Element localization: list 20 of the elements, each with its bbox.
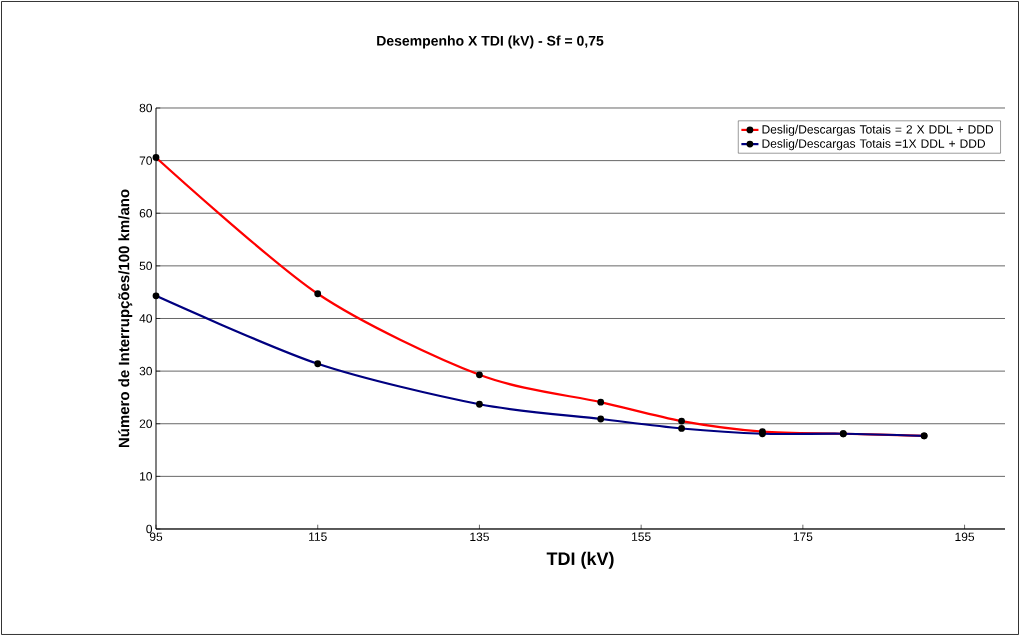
- x-tick-label: 155: [632, 532, 651, 541]
- y-tick-label: 70: [139, 156, 153, 165]
- legend-label: Deslig/Descargas Totais = 2 X DDL + DDD: [762, 124, 994, 137]
- y-tick-label: 0: [146, 524, 153, 534]
- y-tick-label: 50: [139, 261, 153, 271]
- y-tick-label: 10: [140, 472, 153, 481]
- x-tick-label: 175: [793, 532, 813, 541]
- y-axis-title: Número de Interrupções/100 km/ano: [118, 189, 133, 448]
- x-tick-label: 135: [470, 532, 489, 542]
- x-tick-label: 115: [309, 532, 327, 541]
- y-tick-label: 40: [139, 314, 153, 323]
- x-tick-label: 195: [955, 532, 975, 542]
- x-axis-title: TDI (kV): [546, 551, 614, 569]
- y-tick-label: 60: [139, 209, 153, 218]
- x-tick-label: 95: [149, 532, 163, 542]
- y-tick-label: 30: [139, 366, 153, 376]
- legend-label: Deslig/Descargas Totais =1X DDL + DDD: [762, 139, 986, 151]
- y-tick-label: 80: [139, 103, 153, 113]
- chart-title: Desempenho X TDI (kV) - Sf = 0,75: [377, 35, 604, 49]
- y-tick-label: 20: [139, 419, 153, 428]
